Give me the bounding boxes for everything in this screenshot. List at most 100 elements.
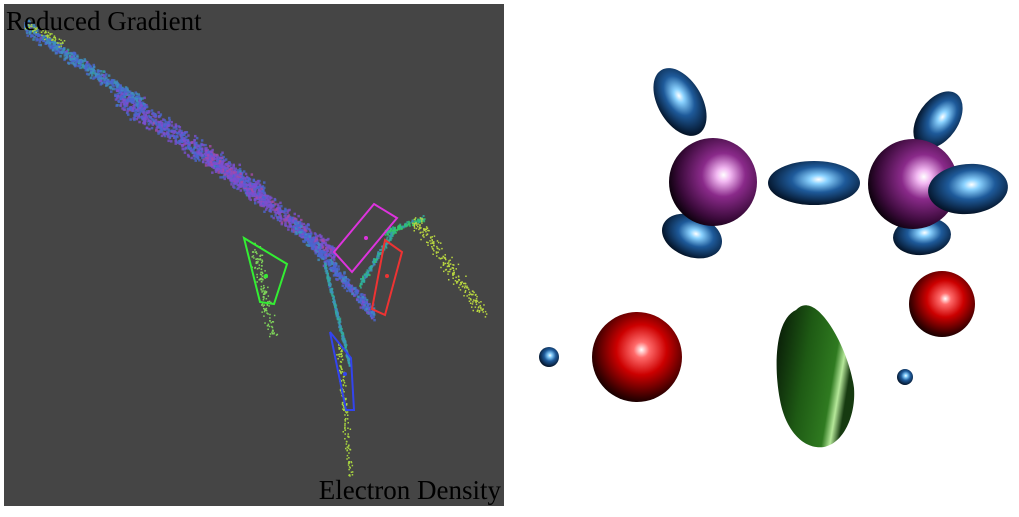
scatter-point (175, 131, 179, 135)
scatter-point (339, 326, 342, 329)
scatter-point (347, 278, 351, 282)
scatter-point (212, 158, 215, 161)
scatter-point (329, 283, 332, 286)
scatter-point (322, 237, 325, 241)
scatter-point (313, 232, 317, 235)
scatter-point (133, 110, 137, 113)
small-blue-sphere-left[interactable] (539, 347, 559, 367)
isosurface-canvas[interactable] (512, 0, 1019, 512)
selection-handle-magenta[interactable] (364, 236, 368, 240)
scatter-point (256, 276, 258, 278)
scatter-point (447, 270, 449, 273)
blue-lobe-center-bond[interactable] (768, 161, 860, 205)
scatter-point (335, 311, 337, 314)
scatter-point (459, 289, 462, 291)
blue-lobe-top-left[interactable] (642, 59, 717, 145)
scatter-point (211, 148, 214, 152)
scatter-point (36, 29, 39, 33)
scatter-point (475, 298, 478, 300)
scatter-point (77, 60, 81, 64)
scatter-point (423, 220, 426, 223)
selection-box-blue[interactable] (329, 331, 356, 411)
scatter-point (92, 65, 96, 69)
scatter-point (471, 303, 474, 305)
small-blue-sphere-right[interactable] (897, 369, 913, 385)
scatter-canvas[interactable] (4, 4, 504, 506)
atom-sphere-right[interactable] (868, 139, 958, 229)
scatter-point (79, 63, 82, 66)
scatter-point (273, 332, 275, 334)
scatter-point (73, 64, 77, 68)
scatter-point (338, 353, 341, 355)
scatter-point (256, 262, 259, 264)
selection-box-magenta[interactable] (332, 202, 399, 274)
scatter-point (164, 120, 168, 124)
scatter-point (346, 289, 349, 293)
scatter-point (39, 43, 42, 47)
selection-handle-red[interactable] (385, 274, 389, 278)
molecule-isosurface-view[interactable] (512, 0, 1019, 512)
scatter-point (348, 462, 350, 464)
scatter-point (349, 467, 351, 469)
scatter-point (280, 221, 284, 224)
scatter-point (90, 74, 94, 77)
scatter-point (340, 361, 343, 363)
scatter-point (472, 301, 474, 303)
scatter-point (288, 217, 291, 220)
scatter-point (167, 124, 171, 127)
scatter-point (444, 257, 447, 260)
selection-box-green[interactable] (242, 235, 289, 306)
red-sphere-left[interactable] (592, 312, 682, 402)
scatter-point (423, 228, 425, 230)
scatter-point (340, 353, 343, 355)
scatter-point (260, 289, 263, 291)
scatter-point (271, 321, 274, 323)
scatter-point (417, 225, 419, 228)
scatter-point (260, 288, 262, 290)
red-sphere-right[interactable] (909, 271, 975, 337)
scatter-point (164, 132, 168, 135)
scatter-point (148, 115, 152, 119)
scatter-point (222, 164, 225, 167)
scatter-point (408, 223, 411, 226)
scatter-point (259, 255, 262, 257)
blue-lobe-right[interactable] (926, 161, 1010, 218)
scatter-point (124, 88, 127, 91)
scatter-point (118, 91, 121, 95)
scatter-point (448, 265, 450, 268)
scatter-point (307, 244, 310, 247)
scatter-point (356, 295, 360, 299)
scatter-point (385, 243, 388, 246)
scatter-point (295, 232, 299, 235)
scatter-point (198, 147, 202, 150)
green-isosurface[interactable] (776, 305, 855, 448)
scatter-point (29, 29, 31, 31)
reduced-gradient-scatter-plot[interactable]: Reduced Gradient Electron Density (4, 4, 504, 506)
scatter-point (431, 247, 434, 250)
scatter-point (101, 77, 105, 80)
scatter-point (264, 270, 266, 272)
scatter-point (408, 224, 411, 227)
scatter-point (289, 215, 292, 219)
atom-sphere-left[interactable] (669, 138, 757, 226)
scatter-point (327, 272, 329, 275)
scatter-point (65, 50, 68, 53)
scatter-point (209, 145, 212, 148)
scatter-point (326, 238, 329, 242)
selection-handle-green[interactable] (264, 274, 268, 278)
scatter-point (304, 236, 308, 240)
scatter-point (51, 33, 53, 35)
scatter-point (197, 150, 201, 153)
scatter-point (289, 222, 292, 225)
selection-box-red[interactable] (370, 238, 404, 317)
scatter-point (53, 35, 56, 37)
selection-handle-blue[interactable] (343, 372, 347, 376)
scatter-point (349, 448, 351, 451)
scatter-point (471, 293, 473, 296)
scatter-point (144, 117, 147, 120)
scatter-point (478, 301, 480, 304)
scatter-point (464, 285, 466, 287)
scatter-point (55, 41, 58, 45)
scatter-point (420, 238, 422, 241)
blue-lobe-top-right[interactable] (903, 82, 972, 157)
